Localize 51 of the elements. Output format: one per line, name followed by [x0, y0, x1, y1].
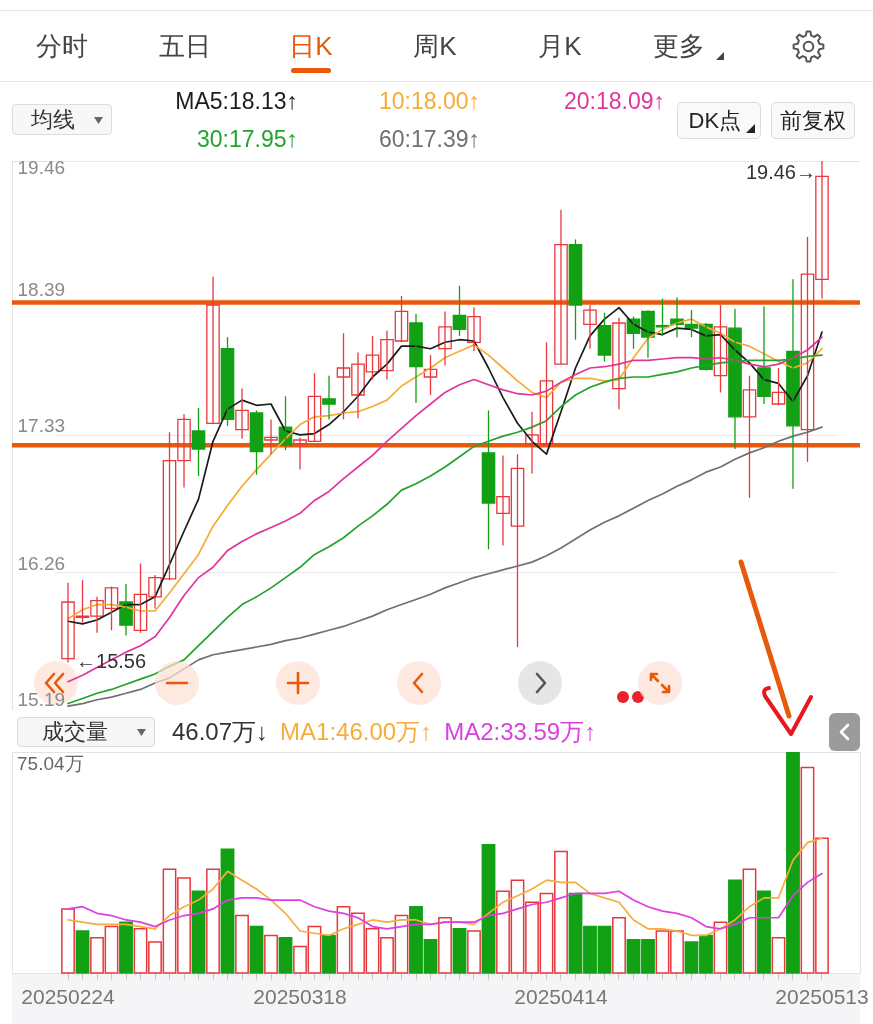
annotation: 75.04万	[17, 753, 84, 775]
text: 更多	[653, 31, 705, 62]
x-tick-label: 20250224	[21, 984, 116, 1008]
text: 分时	[36, 31, 88, 62]
button: 前复权	[771, 102, 855, 139]
text: 60:17.39↑	[378, 125, 480, 153]
bar	[191, 890, 206, 974]
bar	[742, 868, 757, 974]
bar	[278, 936, 293, 974]
y-tick-label: 19.46	[17, 156, 66, 178]
text: 20:18.09↑	[563, 87, 665, 115]
text: 30:17.95↑	[196, 125, 298, 153]
dropdown: 均线	[12, 104, 112, 135]
bar	[612, 917, 626, 974]
bar	[771, 936, 786, 974]
text: MA5:18.13↑	[175, 87, 298, 115]
bar	[206, 868, 220, 974]
x-tick-label: 20250318	[253, 984, 347, 1008]
bar	[786, 752, 800, 974]
text: 10:18.00↑	[378, 87, 480, 115]
bar	[757, 890, 771, 974]
bar	[452, 928, 467, 974]
bar	[264, 934, 278, 974]
bar	[481, 844, 496, 974]
dropdown: 成交量	[17, 717, 155, 747]
bar	[235, 914, 249, 974]
text: 周K	[413, 31, 457, 62]
text: MA1:46.00万↑	[280, 718, 433, 746]
text: MA2:33.59万↑	[444, 718, 597, 746]
text: 月K	[538, 31, 582, 62]
y-tick-label: 15.19	[17, 688, 66, 710]
y-tick-label: 17.33	[17, 415, 66, 437]
bar	[119, 921, 133, 974]
bar	[75, 930, 90, 974]
text: 五日	[159, 31, 211, 62]
text: 日K	[289, 31, 333, 62]
button: DK点	[677, 102, 761, 139]
bar	[61, 908, 75, 974]
bar	[713, 921, 728, 974]
bar	[249, 925, 264, 974]
bar	[728, 879, 742, 974]
bar	[438, 917, 452, 974]
bar	[322, 934, 336, 974]
x-tick-label: 20250414	[514, 984, 609, 1008]
bar	[220, 848, 235, 974]
annotation: 19.46→	[745, 161, 816, 183]
y-tick-label: 16.26	[17, 552, 66, 574]
y-tick-label: 18.39	[17, 279, 66, 301]
text: 46.07万↓	[172, 718, 269, 746]
x-tick-label: 20250513	[775, 984, 869, 1008]
bar	[467, 930, 481, 974]
